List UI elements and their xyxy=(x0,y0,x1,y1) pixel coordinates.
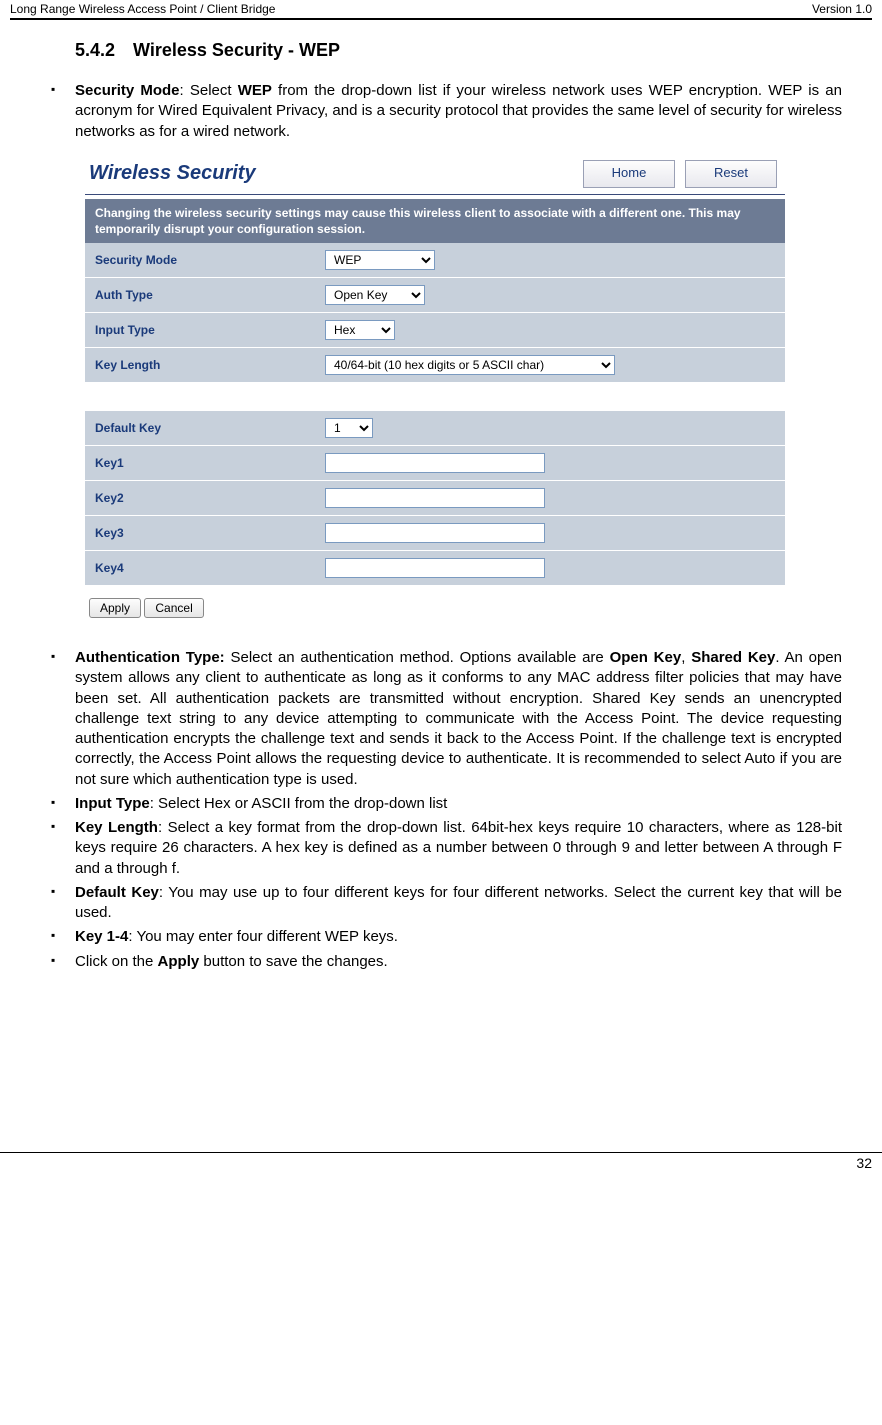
panel-title: Wireless Security xyxy=(89,162,256,185)
default-key-bullet: Default Key: You may use up to four diff… xyxy=(47,883,842,924)
key3-row-label: Key3 xyxy=(85,516,315,551)
key-length-select[interactable]: 40/64-bit (10 hex digits or 5 ASCII char… xyxy=(325,355,615,375)
reset-button[interactable]: Reset xyxy=(685,160,777,188)
apply-button[interactable]: Apply xyxy=(89,598,141,618)
key14-bullet: Key 1-4: You may enter four different WE… xyxy=(47,927,842,947)
doc-title-left: Long Range Wireless Access Point / Clien… xyxy=(10,2,275,16)
default-key-row-label: Default Key xyxy=(85,411,315,446)
security-mode-row-label: Security Mode xyxy=(85,243,315,278)
default-key-select[interactable]: 1 xyxy=(325,418,373,438)
key4-input[interactable] xyxy=(325,558,545,578)
input-type-select[interactable]: Hex xyxy=(325,320,395,340)
header-rule xyxy=(10,18,872,20)
cancel-button[interactable]: Cancel xyxy=(144,598,203,618)
auth-type-row-label: Auth Type xyxy=(85,278,315,313)
settings-table: Security Mode WEP Auth Type Open Key Inp… xyxy=(85,243,785,586)
key-length-row-label: Key Length xyxy=(85,348,315,383)
key2-row-label: Key2 xyxy=(85,481,315,516)
auth-type-bullet: Authentication Type: Select an authentic… xyxy=(47,648,842,790)
apply-note-bullet: Click on the Apply button to save the ch… xyxy=(47,952,842,972)
intro-bullet: Security Mode: Select WEP from the drop-… xyxy=(47,81,842,142)
page-number: 32 xyxy=(856,1155,872,1171)
security-mode-select[interactable]: WEP xyxy=(325,250,435,270)
key1-row-label: Key1 xyxy=(85,446,315,481)
auth-type-select[interactable]: Open Key xyxy=(325,285,425,305)
wireless-security-panel: Wireless Security Home Reset Changing th… xyxy=(85,156,785,618)
warning-banner: Changing the wireless security settings … xyxy=(85,199,785,243)
input-type-row-label: Input Type xyxy=(85,313,315,348)
section-heading: 5.4.2 Wireless Security - WEP xyxy=(75,40,842,61)
section-title: Wireless Security - WEP xyxy=(133,40,340,60)
section-number: 5.4.2 xyxy=(75,40,115,60)
security-mode-label: Security Mode xyxy=(75,82,180,99)
key2-input[interactable] xyxy=(325,488,545,508)
key1-input[interactable] xyxy=(325,453,545,473)
doc-version: Version 1.0 xyxy=(812,2,872,16)
home-button[interactable]: Home xyxy=(583,160,675,188)
input-type-bullet: Input Type: Select Hex or ASCII from the… xyxy=(47,794,842,814)
key4-row-label: Key4 xyxy=(85,551,315,586)
key-length-bullet: Key Length: Select a key format from the… xyxy=(47,818,842,879)
key3-input[interactable] xyxy=(325,523,545,543)
